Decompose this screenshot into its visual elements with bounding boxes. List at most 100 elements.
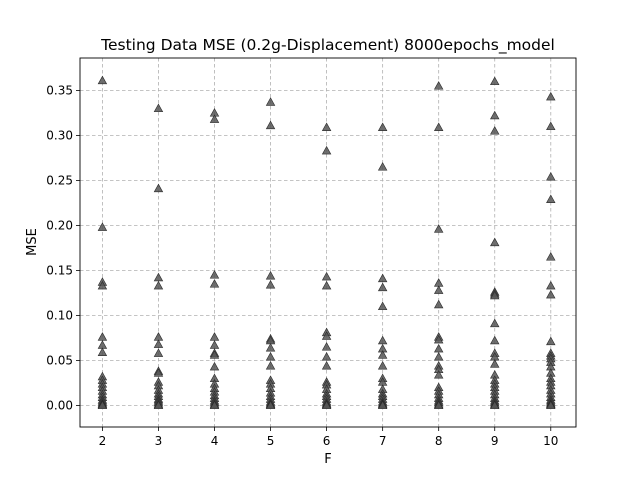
x-axis-label: F — [324, 452, 331, 467]
data-point — [377, 400, 388, 410]
data-point — [433, 122, 444, 131]
data-point — [265, 97, 276, 106]
data-point — [153, 368, 164, 377]
data-point — [265, 279, 276, 289]
data-point — [321, 360, 332, 370]
data-point — [321, 351, 332, 361]
data-point — [377, 301, 388, 311]
data-point — [265, 120, 276, 130]
x-tick-label: 9 — [491, 434, 499, 448]
data-point — [433, 299, 444, 309]
data-point — [97, 400, 108, 410]
x-tick-label: 7 — [379, 434, 387, 448]
y-tick-label: 0.25 — [46, 173, 73, 187]
grid-lines — [80, 58, 576, 427]
data-point — [321, 331, 332, 340]
y-tick-label: 0.05 — [46, 353, 73, 367]
data-point — [377, 273, 388, 283]
data-point — [265, 400, 276, 410]
data-point — [433, 81, 444, 90]
plot-frame — [79, 57, 577, 428]
y-tick-label: 0.00 — [46, 398, 73, 412]
data-point — [209, 350, 220, 359]
data-point — [433, 224, 444, 233]
data-point — [433, 278, 444, 287]
data-point — [377, 360, 388, 370]
x-tick-label: 10 — [543, 434, 558, 448]
y-axis-label: MSE — [25, 228, 40, 256]
data-point — [546, 400, 556, 410]
data-point — [546, 171, 556, 181]
data-point — [377, 162, 388, 171]
data-point — [377, 335, 388, 345]
x-tick-label: 5 — [267, 434, 275, 448]
data-point — [209, 361, 220, 371]
data-point — [265, 351, 276, 361]
data-point — [433, 369, 444, 379]
data-point — [321, 122, 332, 131]
data-point — [153, 280, 164, 290]
data-point — [97, 347, 108, 356]
data-point — [153, 103, 164, 113]
data-point — [433, 285, 444, 294]
data-point — [209, 270, 220, 279]
data-point — [490, 237, 500, 247]
data-point — [546, 336, 556, 346]
data-point — [265, 270, 276, 280]
data-point — [321, 271, 332, 281]
y-tick-label: 0.30 — [46, 128, 73, 142]
data-point — [321, 145, 332, 155]
data-point — [209, 340, 220, 349]
data-point — [433, 343, 444, 353]
data-point — [490, 318, 500, 328]
x-tick-label: 2 — [99, 434, 107, 448]
data-point — [490, 290, 500, 300]
axis-ticks: 2 3 4 5 6 7 8 9 10 0.00 0.05 0.10 0.15 0.20 0.25 0.30 0.… — [46, 83, 558, 448]
data-point — [153, 348, 164, 357]
data-point — [377, 350, 388, 359]
data-point — [97, 75, 108, 85]
data-point — [97, 222, 108, 231]
data-point — [433, 334, 444, 344]
y-tick-label: 0.15 — [46, 263, 73, 277]
data-point — [265, 360, 276, 370]
data-point — [546, 280, 556, 290]
data-point — [321, 342, 332, 351]
y-tick-label: 0.20 — [46, 218, 73, 232]
data-point — [209, 114, 220, 123]
data-point — [321, 400, 332, 410]
data-point — [97, 332, 108, 341]
data-point — [209, 332, 220, 341]
data-point — [153, 183, 164, 193]
data-point — [97, 280, 108, 290]
data-point — [490, 335, 500, 345]
data-point — [546, 121, 556, 131]
x-tick-label: 8 — [435, 434, 443, 448]
data-point — [490, 126, 500, 135]
data-point — [490, 110, 500, 120]
data-point — [490, 359, 500, 368]
x-tick-label: 6 — [323, 434, 331, 448]
data-point — [546, 252, 556, 261]
data-point — [153, 272, 164, 282]
data-point — [377, 282, 388, 292]
data-point — [209, 400, 220, 410]
data-point — [546, 289, 556, 299]
data-point — [265, 342, 276, 352]
y-tick-label: 0.10 — [46, 308, 73, 322]
data-point — [433, 400, 444, 410]
data-points — [97, 75, 556, 410]
data-point — [153, 332, 164, 341]
data-point — [97, 340, 108, 349]
x-tick-label: 3 — [155, 434, 163, 448]
data-point — [490, 400, 500, 410]
data-point — [546, 194, 556, 203]
data-point — [153, 400, 164, 410]
data-point — [433, 351, 444, 361]
data-point — [546, 91, 556, 101]
y-tick-label: 0.35 — [46, 83, 73, 97]
chart-title: Testing Data MSE (0.2g-Displacement) 800… — [100, 36, 555, 55]
x-tick-label: 4 — [211, 434, 219, 448]
data-point — [490, 76, 500, 86]
